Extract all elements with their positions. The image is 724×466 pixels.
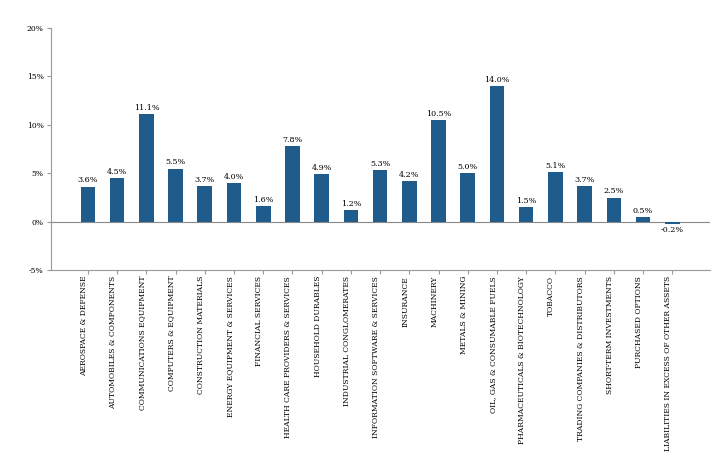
Text: 7.8%: 7.8%: [282, 136, 303, 144]
Bar: [80, 187, 96, 222]
Text: 5.3%: 5.3%: [370, 160, 390, 168]
Bar: [139, 114, 153, 222]
Bar: [607, 198, 621, 222]
Text: 4.2%: 4.2%: [399, 171, 420, 178]
Text: 1.6%: 1.6%: [253, 196, 274, 204]
Bar: [168, 169, 183, 222]
Bar: [256, 206, 271, 222]
Text: 1.5%: 1.5%: [516, 197, 536, 205]
Text: 2.5%: 2.5%: [604, 187, 624, 195]
Bar: [285, 146, 300, 222]
Text: 11.1%: 11.1%: [133, 104, 159, 112]
Bar: [314, 174, 329, 222]
Text: 5.1%: 5.1%: [545, 162, 565, 170]
Bar: [198, 186, 212, 222]
Bar: [460, 173, 475, 222]
Bar: [489, 86, 505, 222]
Bar: [402, 181, 416, 222]
Text: 3.7%: 3.7%: [574, 176, 595, 184]
Text: 5.5%: 5.5%: [166, 158, 186, 166]
Text: 14.0%: 14.0%: [484, 75, 510, 84]
Text: 3.7%: 3.7%: [195, 176, 215, 184]
Text: 4.9%: 4.9%: [311, 164, 332, 172]
Bar: [665, 222, 680, 224]
Bar: [432, 120, 446, 222]
Text: 10.5%: 10.5%: [426, 110, 451, 117]
Text: 4.5%: 4.5%: [107, 168, 127, 176]
Bar: [344, 210, 358, 222]
Bar: [110, 178, 125, 222]
Bar: [636, 217, 650, 222]
Text: 1.2%: 1.2%: [340, 200, 361, 208]
Text: -0.2%: -0.2%: [661, 226, 684, 234]
Text: 5.0%: 5.0%: [458, 163, 478, 171]
Bar: [227, 183, 241, 222]
Text: 3.6%: 3.6%: [77, 177, 98, 185]
Text: 4.0%: 4.0%: [224, 172, 244, 181]
Text: 0.5%: 0.5%: [633, 206, 653, 214]
Bar: [548, 172, 563, 222]
Bar: [519, 207, 534, 222]
Bar: [373, 171, 387, 222]
Bar: [577, 186, 592, 222]
